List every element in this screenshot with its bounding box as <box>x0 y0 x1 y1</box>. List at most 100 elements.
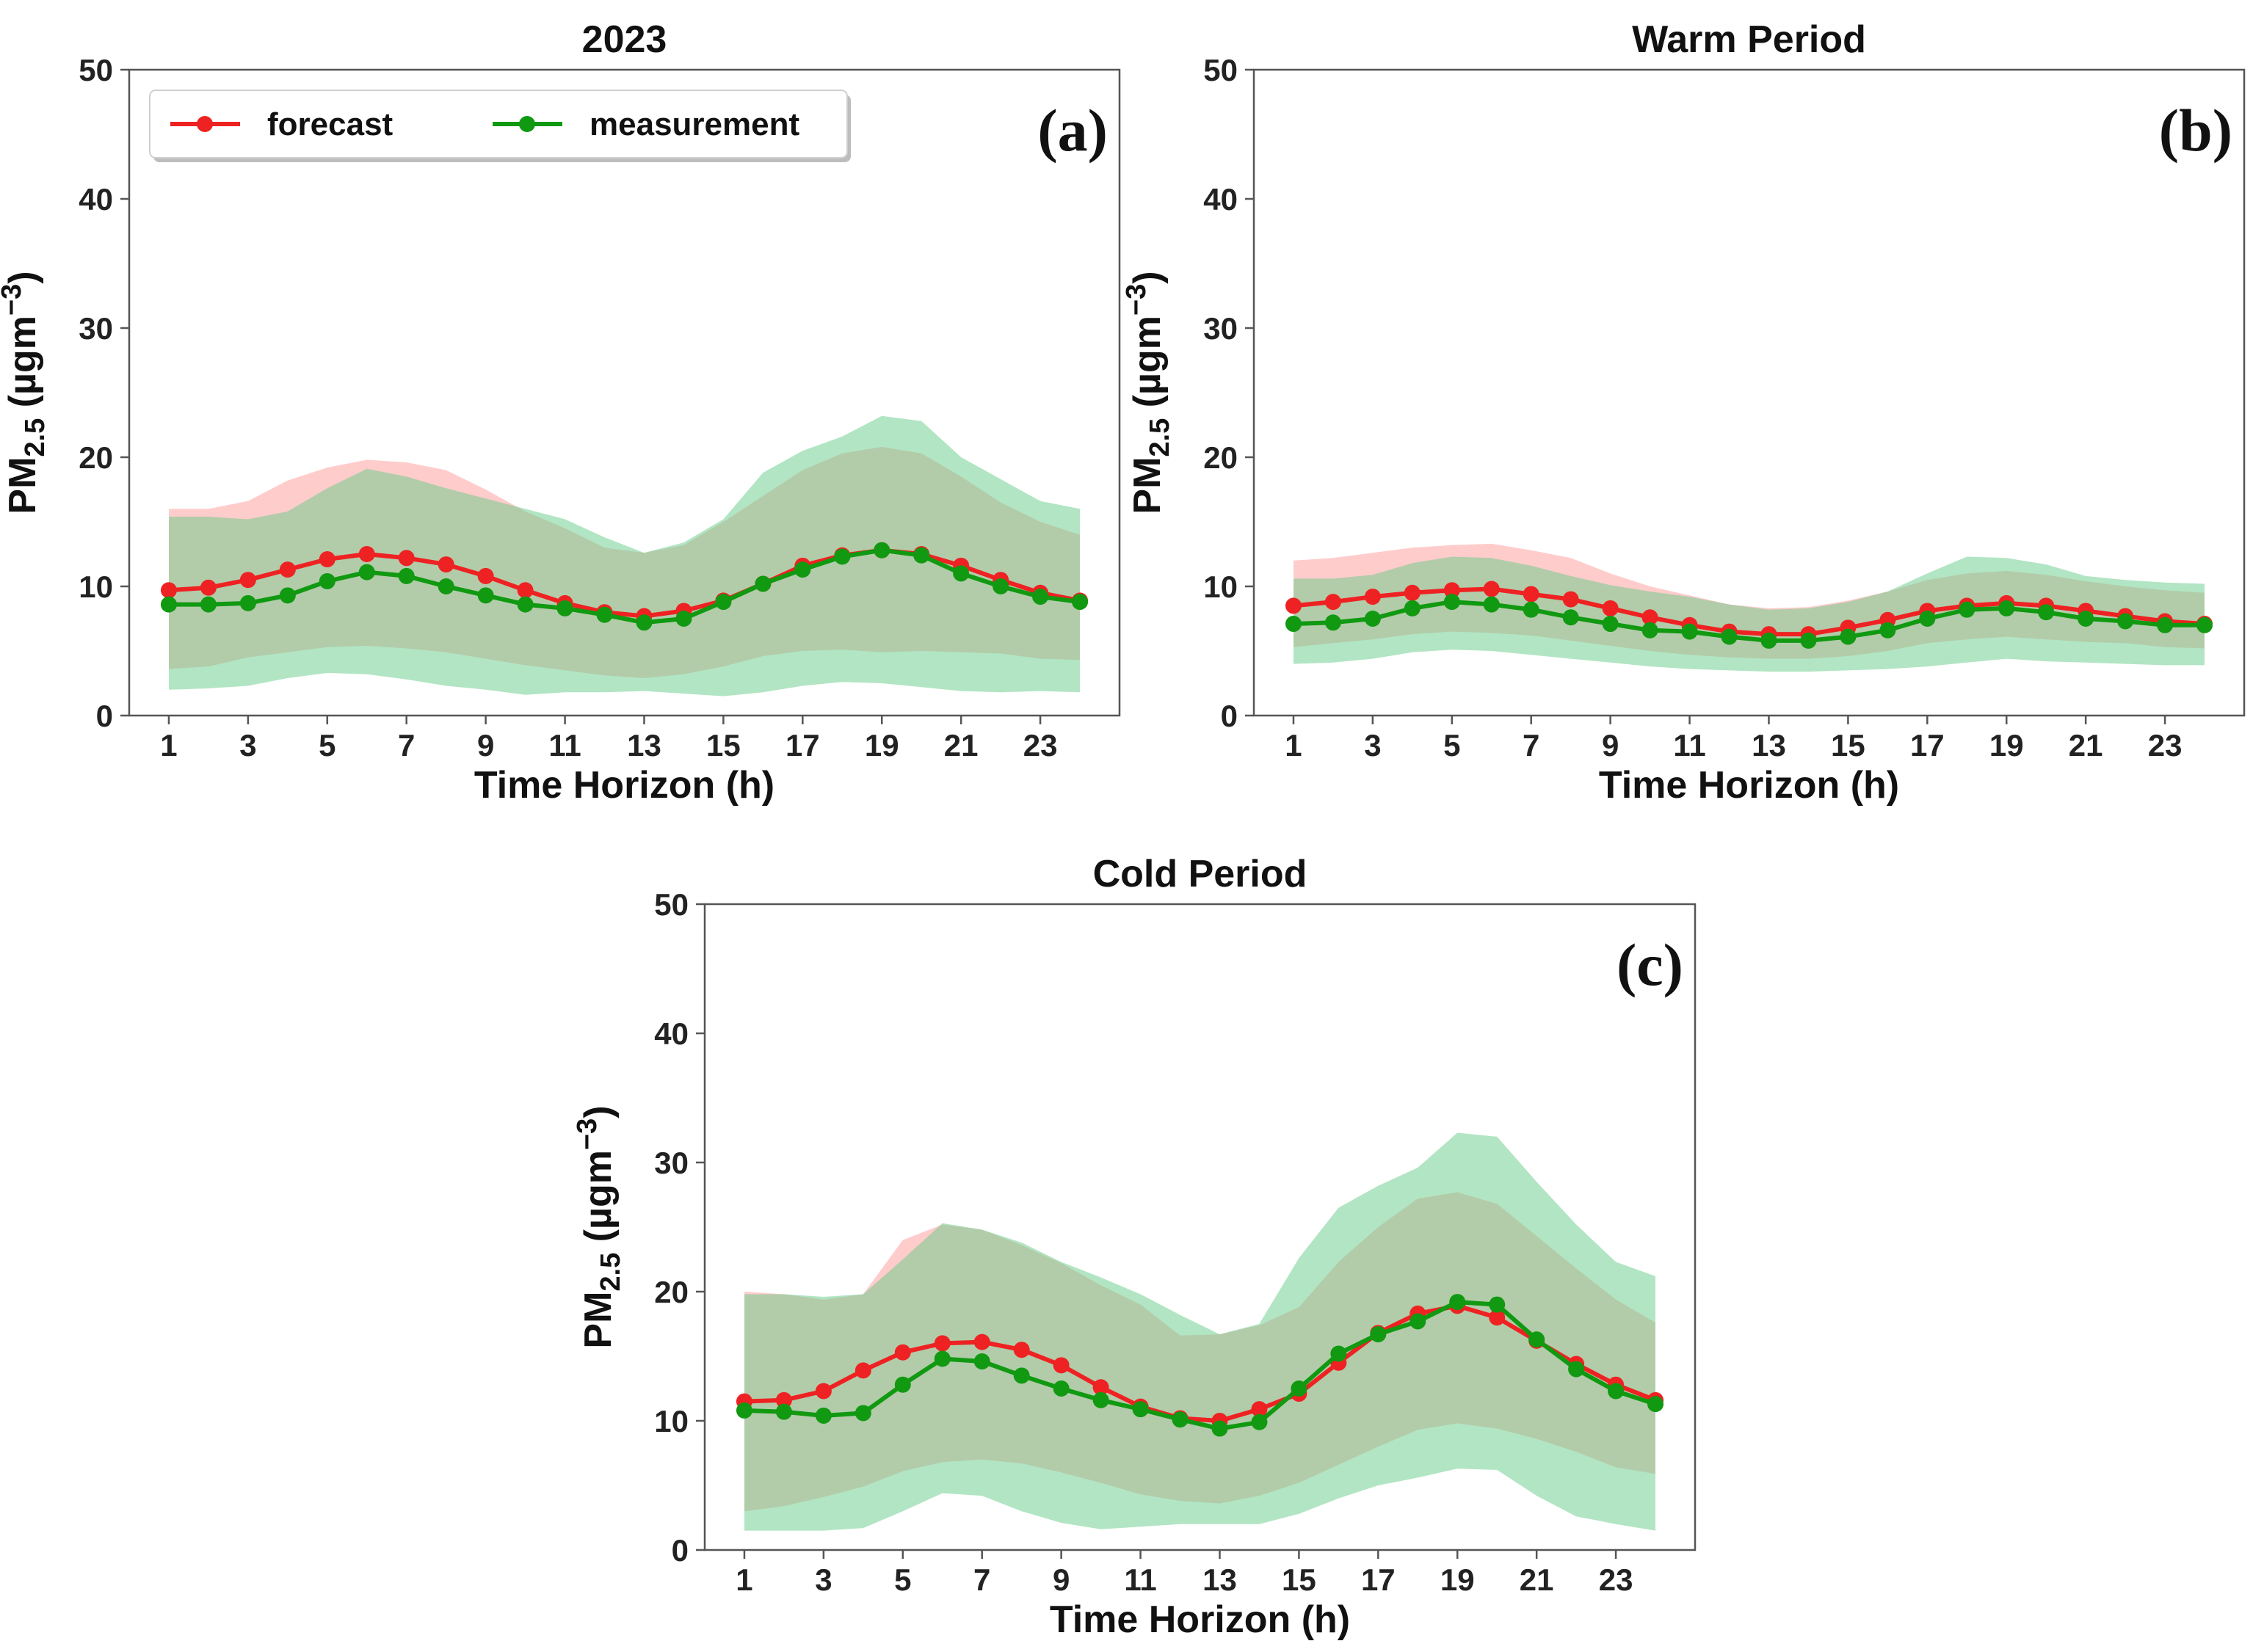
forecast-point <box>815 1383 832 1400</box>
x-tick-label: 13 <box>1202 1562 1237 1597</box>
y-axis-label: PM2.5 (µgm−3) <box>0 271 51 514</box>
measurement-point <box>1324 614 1341 631</box>
measurement-line <box>744 1300 1656 1431</box>
x-axis-label: Time Horizon (h) <box>474 764 774 807</box>
y-tick-label: 30 <box>79 311 113 346</box>
measurement-point <box>596 606 613 623</box>
forecast-point <box>1562 591 1579 608</box>
forecast-point <box>1364 589 1381 605</box>
measurement-point <box>239 594 256 611</box>
y-tick-label: 40 <box>79 182 113 216</box>
measurement-legend-label: measurement <box>589 106 799 142</box>
panel-label: (c) <box>1617 931 1683 998</box>
y-tick-label: 30 <box>1203 311 1238 346</box>
x-tick-label: 21 <box>1520 1562 1554 1597</box>
forecast-point <box>1483 581 1500 597</box>
forecast-point <box>200 579 217 596</box>
measurement-point <box>636 614 653 631</box>
forecast-point <box>973 1333 990 1350</box>
x-tick-label: 21 <box>2069 728 2103 763</box>
measurement-point <box>1291 1380 1307 1397</box>
x-tick-label: 5 <box>1443 728 1460 763</box>
measurement-point <box>736 1402 752 1419</box>
measurement-point <box>2078 611 2094 627</box>
x-tick-label: 9 <box>1053 1562 1070 1597</box>
measurement-point <box>834 548 851 565</box>
x-axis-label: Time Horizon (h) <box>1599 764 1899 807</box>
measurement-point <box>358 564 375 581</box>
measurement-point <box>1489 1296 1506 1313</box>
measurement-point <box>715 594 732 611</box>
x-tick-label: 19 <box>865 728 899 763</box>
chart-title: Warm Period <box>1632 18 1866 61</box>
x-tick-label: 11 <box>1124 1562 1156 1597</box>
forecast-point <box>1489 1309 1506 1326</box>
forecast-point <box>358 546 375 562</box>
y-tick-label: 50 <box>654 887 689 922</box>
measurement-point <box>319 572 335 589</box>
x-tick-label: 7 <box>973 1562 990 1597</box>
measurement-point <box>1483 596 1500 613</box>
measurement-point <box>1211 1420 1228 1437</box>
measurement-point <box>1132 1401 1149 1418</box>
forecast-legend-label: forecast <box>267 106 393 142</box>
forecast-point <box>894 1344 911 1361</box>
forecast-point <box>855 1362 871 1379</box>
x-tick-label: 7 <box>398 728 415 763</box>
forecast-point <box>1285 597 1302 614</box>
y-tick-label: 30 <box>654 1146 689 1180</box>
x-tick-label: 13 <box>1752 728 1786 763</box>
x-tick-label: 17 <box>1361 1562 1396 1597</box>
panel-label: (a) <box>1037 97 1108 164</box>
measurement-point <box>874 542 890 558</box>
measurement-point <box>1681 623 1698 640</box>
y-tick-label: 10 <box>79 570 113 604</box>
measurement-point <box>973 1353 990 1370</box>
y-axis-label: PM2.5 (µgm−3) <box>572 1105 626 1348</box>
measurement-point <box>1647 1396 1664 1413</box>
x-tick-label: 15 <box>1831 728 1865 763</box>
x-tick-label: 1 <box>160 728 177 763</box>
x-axis-label: Time Horizon (h) <box>1050 1598 1350 1641</box>
measurement-point <box>1760 632 1777 649</box>
x-tick-label: 17 <box>1910 728 1945 763</box>
forecast-point <box>160 582 177 599</box>
measurement-point <box>1840 628 1857 645</box>
measurement-point <box>1251 1413 1268 1430</box>
y-tick-label: 10 <box>654 1404 689 1438</box>
measurement-point <box>1364 611 1381 627</box>
measurement-range-band <box>1294 556 2205 672</box>
measurement-legend-marker <box>519 116 535 132</box>
forecast-point <box>1092 1379 1109 1396</box>
y-tick-label: 0 <box>96 699 113 733</box>
measurement-point <box>398 567 415 584</box>
measurement-point <box>1449 1294 1466 1311</box>
y-tick-label: 20 <box>654 1275 689 1309</box>
forecast-point <box>1251 1401 1268 1418</box>
x-tick-label: 3 <box>1364 728 1381 763</box>
measurement-point <box>1409 1313 1426 1330</box>
x-tick-label: 19 <box>1440 1562 1475 1597</box>
x-tick-label: 3 <box>239 728 256 763</box>
measurement-point <box>1443 594 1460 611</box>
y-tick-label: 0 <box>1221 699 1238 733</box>
forecast-point <box>1404 584 1421 601</box>
measurement-point <box>1523 601 1539 618</box>
measurement-point <box>1528 1331 1545 1348</box>
y-tick-label: 20 <box>1203 440 1238 475</box>
measurement-point <box>1879 622 1896 638</box>
measurement-point <box>1998 600 2015 616</box>
x-tick-label: 13 <box>627 728 661 763</box>
measurement-point <box>755 575 772 592</box>
measurement-point <box>913 547 930 564</box>
y-tick-label: 50 <box>79 53 113 87</box>
measurement-point <box>1092 1391 1109 1408</box>
measurement-point <box>1172 1411 1189 1428</box>
measurement-point <box>556 600 573 616</box>
measurement-point <box>2038 604 2055 621</box>
measurement-point <box>794 561 811 578</box>
measurement-point <box>200 596 217 613</box>
measurement-point <box>1330 1345 1347 1362</box>
